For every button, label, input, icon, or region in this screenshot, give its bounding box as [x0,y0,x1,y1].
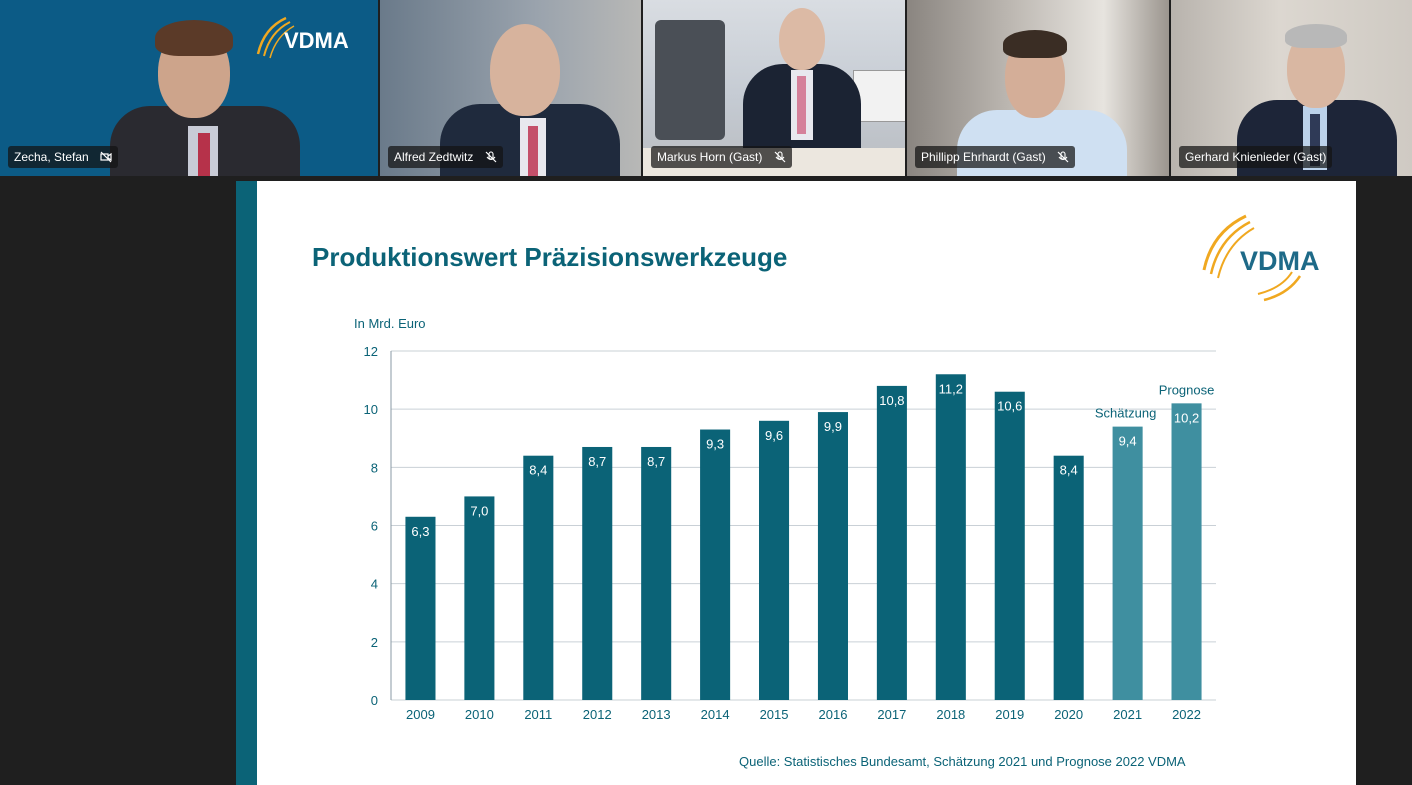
y-tick-label: 6 [371,519,378,534]
value-label-2012: 8,7 [588,454,606,469]
annotation-2021: Schätzung [1095,406,1156,421]
mic-off-icon [1057,151,1069,163]
value-label-2009: 6,3 [411,524,429,539]
bar-2011 [523,455,554,700]
participant-name: Gerhard Knienieder (Gast) [1185,150,1327,164]
participant-name-label: Phillipp Ehrhardt (Gast) [915,146,1076,168]
value-label-2014: 9,3 [706,437,724,452]
value-label-2016: 9,9 [824,419,842,434]
bar-2021 [1112,426,1143,700]
value-label-2019: 10,6 [997,399,1022,414]
y-tick-label: 12 [364,344,378,359]
value-labels: 6,3 7,0 8,4 8,7 8,7 9,3 9,6 9,9 10,8 11,2 10,6 8,4 9… [411,381,1199,539]
x-tick-label-2018: 2018 [936,707,965,722]
value-label-2022: 10,2 [1174,410,1199,425]
x-tick-label-2012: 2012 [583,707,612,722]
participant-name-label: Zecha, Stefan [8,146,119,168]
participant-tile-zecha[interactable]: VDMA Zecha, Stefan [0,0,378,176]
bar-2013 [641,446,672,700]
bar-2019 [994,391,1025,700]
participant-name-label: Alfred Zedtwitz [388,146,503,168]
y-axis-unit-label: In Mrd. Euro [354,316,426,331]
vdma-logo: VDMA [1198,214,1338,311]
value-label-2015: 9,6 [765,428,783,443]
bar-2009 [405,516,436,700]
participant-name: Alfred Zedtwitz [394,150,474,164]
vdma-logo-small: VDMA [250,14,360,71]
participant-video [110,18,310,176]
participant-name-label: Markus Horn (Gast) [651,146,792,168]
bar-2012 [582,446,613,700]
mic-off-icon [774,151,786,163]
x-tick-label-2019: 2019 [995,707,1024,722]
slide-accent-bar [236,181,257,785]
bar-2017 [876,385,907,700]
value-label-2010: 7,0 [470,503,488,518]
value-label-2017: 10,8 [879,393,904,408]
value-label-2018: 11,2 [939,381,963,396]
value-label-2011: 8,4 [529,463,547,478]
x-tick-label-2017: 2017 [877,707,906,722]
x-tick-label-2015: 2015 [760,707,789,722]
x-tick-label-2013: 2013 [642,707,671,722]
y-axis-ticks: 0 2 4 6 8 10 12 [364,344,378,708]
bar-2014 [700,429,731,700]
participant-name: Zecha, Stefan [14,150,89,164]
bar-2016 [817,412,848,700]
bar-2010 [464,496,495,700]
y-tick-label: 2 [371,635,378,650]
slide-title: Produktionswert Präzisionswerkzeuge [312,242,788,272]
participant-video [957,30,1137,176]
participant-name-label: Gerhard Knienieder (Gast) [1179,146,1333,168]
x-tick-label-2014: 2014 [701,707,730,722]
participant-name: Markus Horn (Gast) [657,150,763,164]
participant-tile-ehrhardt[interactable]: Phillipp Ehrhardt (Gast) [907,0,1169,176]
x-tick-label-2020: 2020 [1054,707,1083,722]
bar-2022 [1171,403,1202,700]
participant-tile-knienieder[interactable]: Gerhard Knienieder (Gast) [1171,0,1412,176]
x-tick-label-2011: 2011 [524,707,552,722]
annotation-2022: Prognose [1159,382,1215,397]
participant-tile-zedtwitz[interactable]: Alfred Zedtwitz [380,0,641,176]
x-tick-label-2022: 2022 [1172,707,1201,722]
participant-tile-horn[interactable]: Markus Horn (Gast) [643,0,905,176]
participant-strip: VDMA Zecha, Stefan Alfred Zedtwitz [0,0,1412,178]
x-tick-label-2021: 2021 [1113,707,1142,722]
mic-off-icon [485,151,497,163]
value-label-2021: 9,4 [1119,434,1137,449]
shared-slide: Produktionswert Präzisionswerkzeuge VDMA… [236,181,1356,785]
participant-video [743,8,873,176]
bar-2018 [935,374,966,700]
bar-2020 [1053,455,1084,700]
bar-chart: 0 2 4 6 8 10 12 6,3 7,0 8,4 8,7 8,7 9,3 9,6 9,9 10,8 11… [364,344,1216,722]
chart-bars [405,374,1202,700]
source-note: Quelle: Statistisches Bundesamt, Schätzu… [739,754,1186,769]
y-tick-label: 10 [364,402,378,417]
bar-2015 [759,420,790,700]
value-label-2020: 8,4 [1060,463,1078,478]
chart-gridlines [390,350,1216,701]
sign-background [853,70,905,122]
x-tick-label-2010: 2010 [465,707,494,722]
x-tick-label-2016: 2016 [819,707,848,722]
vdma-logo-text: VDMA [1240,246,1320,276]
x-axis-ticks: 2009 2010 2011 2012 2013 2014 2015 2016 2017 2018… [406,707,1201,722]
participant-name: Phillipp Ehrhardt (Gast) [921,150,1046,164]
y-tick-label: 8 [371,460,378,475]
machine-background [655,20,725,140]
camera-off-icon [100,151,112,163]
value-label-2013: 8,7 [647,454,665,469]
y-tick-label: 4 [371,577,378,592]
x-tick-label-2009: 2009 [406,707,435,722]
y-tick-label: 0 [371,693,378,708]
vdma-logo-text: VDMA [284,28,349,53]
